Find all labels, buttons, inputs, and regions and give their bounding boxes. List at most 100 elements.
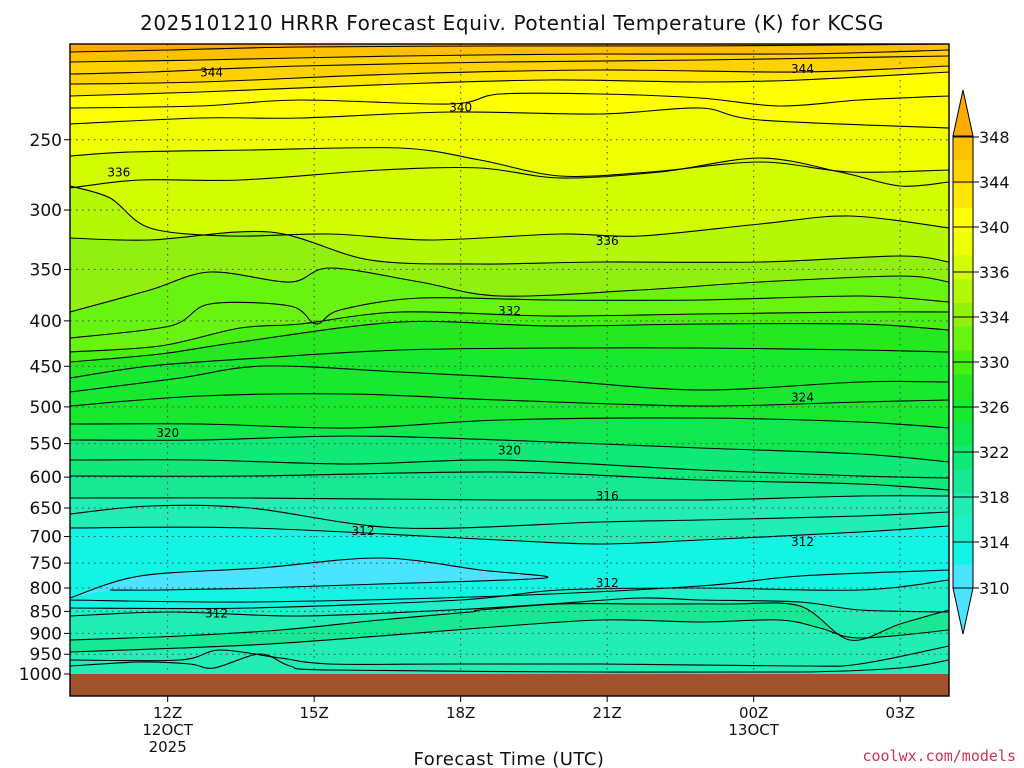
- y-tick-label: 300: [30, 201, 62, 221]
- colorbar-segment: [953, 326, 973, 351]
- y-tick-label: 350: [30, 260, 62, 280]
- colorbar-label: 340: [979, 218, 1010, 237]
- colorbar-segment: [953, 492, 973, 518]
- contour-line: [70, 417, 949, 429]
- contour-line: [70, 146, 949, 178]
- colorbar-label: 318: [979, 488, 1010, 507]
- colorbar-label: 322: [979, 443, 1010, 462]
- colorbar-segment: [953, 516, 973, 541]
- contour-label-312: 312: [205, 607, 228, 621]
- watermark: coolwx.com/models: [862, 747, 1016, 765]
- contour-line: [70, 347, 949, 379]
- y-tick-label: 700: [30, 528, 62, 548]
- contour-label-312: 312: [791, 535, 814, 549]
- x-tick-label: 21Z: [592, 704, 621, 722]
- x-tick-label: 03Z: [885, 704, 914, 722]
- contour-label-344: 344: [200, 66, 223, 80]
- y-tick-label: 750: [30, 554, 62, 574]
- colorbar-segment: [953, 136, 973, 161]
- contour-line: [70, 185, 949, 241]
- contour-line: [70, 602, 949, 641]
- contour-label-336: 336: [107, 165, 130, 179]
- contour-line: [70, 320, 949, 363]
- y-tick-label: 500: [30, 398, 62, 418]
- colorbar-label: 348: [979, 128, 1010, 147]
- x-tick-label: 00Z: [739, 704, 768, 722]
- colorbar-segment: [953, 159, 973, 185]
- colorbar-segment: [953, 540, 973, 565]
- contour-line: [70, 393, 949, 407]
- contour-line: [70, 619, 949, 653]
- contour-line: [70, 525, 949, 545]
- contour-line: [70, 107, 949, 129]
- y-tick-label: 550: [30, 435, 62, 455]
- y-tick-label: 650: [30, 499, 62, 519]
- colorbar-label: 344: [979, 173, 1010, 192]
- y-tick-label: 950: [30, 645, 62, 665]
- y-axis: 2503003504004505005506006507007508008509…: [19, 131, 70, 685]
- contour-label-320: 320: [498, 444, 521, 458]
- y-tick-label: 400: [30, 312, 62, 332]
- colorbar-segment: [953, 397, 973, 422]
- contour-line: [70, 49, 949, 63]
- colorbar-segment: [953, 421, 973, 446]
- band-fill-310: [70, 557, 548, 598]
- contour-label-324: 324: [791, 391, 814, 405]
- contour-line: [70, 44, 949, 53]
- contour-line: [70, 579, 949, 610]
- contour-line: [70, 65, 949, 85]
- contour-line: [70, 157, 949, 189]
- y-tick-label: 600: [30, 468, 62, 488]
- contour-line: [70, 569, 949, 603]
- x-tick-label: 18Z: [446, 704, 475, 722]
- contour-label-344: 344: [791, 62, 814, 76]
- x-tick-label: 12Z: [153, 704, 182, 722]
- colorbar-label: 326: [979, 398, 1010, 417]
- contour-line: [70, 504, 949, 529]
- colorbar-label: 336: [979, 263, 1010, 282]
- contour-line: [70, 230, 949, 265]
- colorbar-label: 330: [979, 353, 1010, 372]
- colorbar-segment: [953, 445, 973, 470]
- x-tick-label: 13OCT: [728, 721, 779, 739]
- contour-label-320: 320: [156, 426, 179, 440]
- y-tick-label: 1000: [19, 665, 62, 685]
- contour-line: [70, 653, 949, 673]
- contour-line: [70, 557, 549, 599]
- colorbar-extend-bottom: [952, 587, 974, 635]
- contour-label-312: 312: [596, 576, 619, 590]
- x-axis-label: Forecast Time (UTC): [414, 749, 605, 768]
- colorbar-extend-top: [952, 89, 974, 137]
- colorbar-segment: [953, 373, 973, 399]
- plot-frame: [69, 43, 950, 697]
- colorbar-segment: [953, 207, 973, 232]
- color-bands: [70, 44, 949, 696]
- y-tick-label: 250: [30, 131, 62, 151]
- contour-labels: 344 344 340 336 336 332 324 320 320 316 312 312 312 3…: [107, 62, 814, 621]
- ground-surface: [70, 674, 949, 696]
- contour-label-340: 340: [449, 101, 472, 115]
- contour-label-312: 312: [352, 524, 375, 538]
- contour-line: [70, 459, 949, 479]
- colorbar-segment: [953, 231, 973, 256]
- y-tick-label: 800: [30, 579, 62, 599]
- contour-line: [70, 71, 949, 97]
- colorbar-segment: [953, 564, 973, 589]
- colorbar-label: 334: [979, 308, 1010, 327]
- contour-line: [70, 267, 949, 313]
- contour-line: [70, 495, 949, 501]
- grid-lines: [70, 44, 949, 696]
- contour-line: [70, 92, 949, 109]
- contour-lines: [70, 44, 949, 673]
- colorbar-segment: [953, 254, 973, 280]
- x-tick-label: 15Z: [299, 704, 328, 722]
- contour-line: [70, 311, 949, 353]
- colorbar-segment: [953, 469, 973, 494]
- colorbar: 310 314 318 322 326 330 334 336 340 344 348: [952, 89, 1010, 635]
- plot-area: [70, 44, 949, 696]
- contour-label-332: 332: [498, 304, 521, 318]
- colorbar-label: 310: [979, 579, 1010, 598]
- x-tick-label: 2025: [149, 738, 187, 756]
